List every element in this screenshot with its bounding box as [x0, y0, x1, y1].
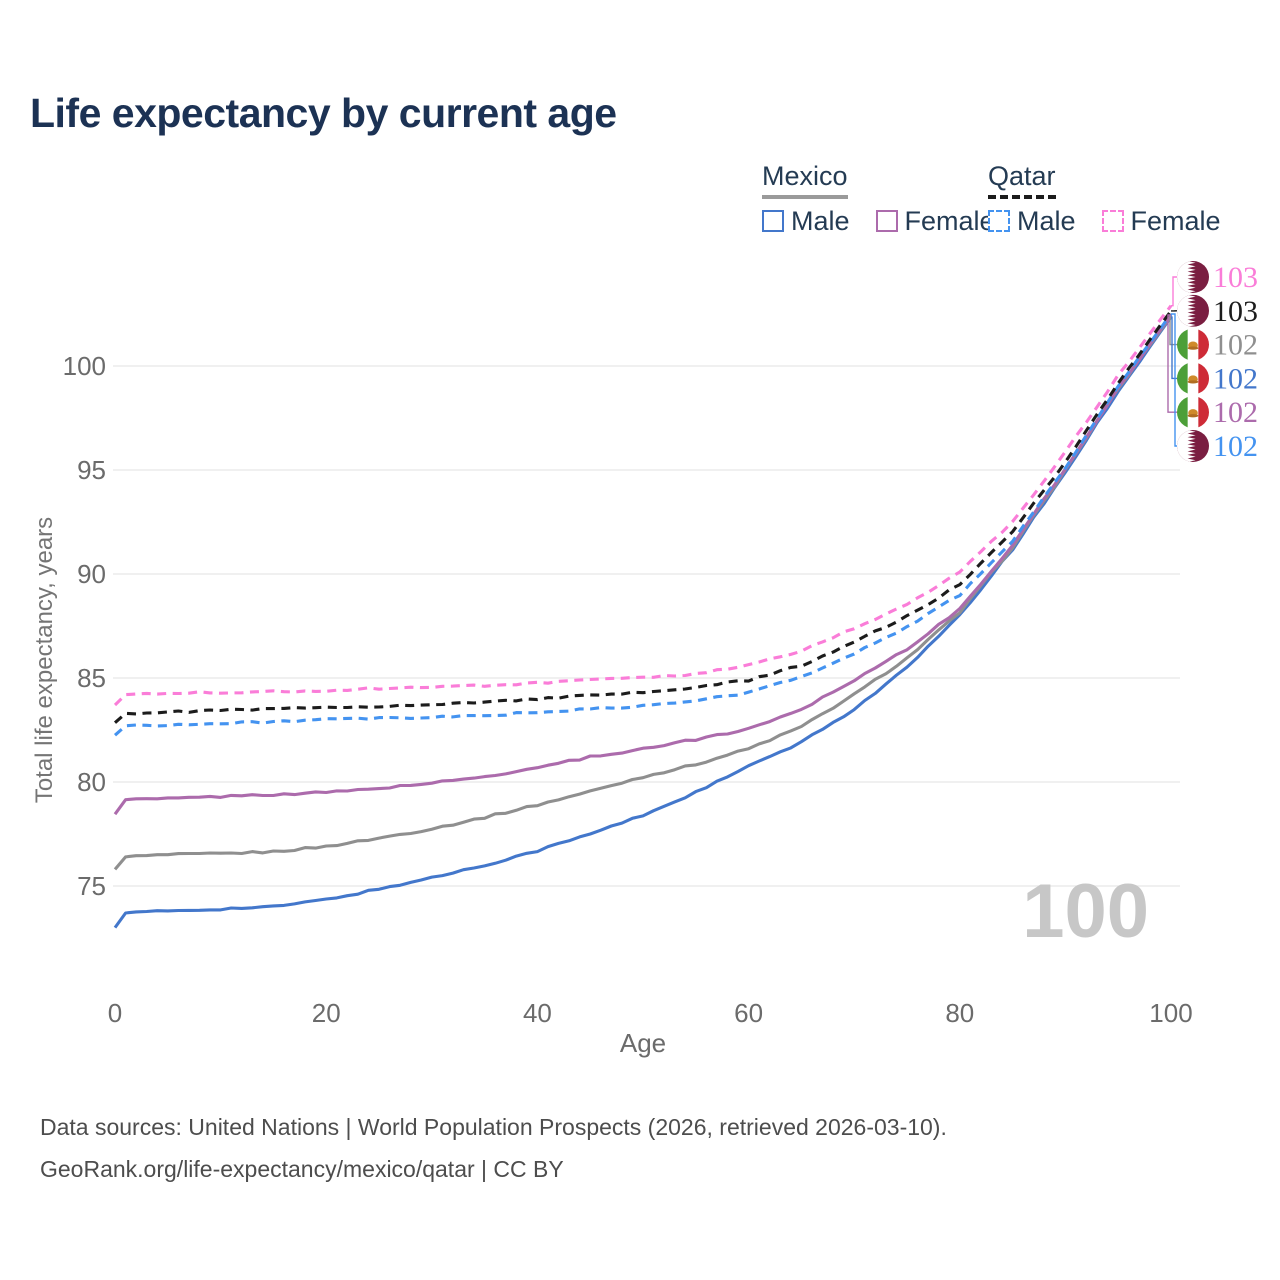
legend-item-label: Female	[1130, 205, 1221, 236]
leader-line-qatar_female	[1171, 276, 1177, 307]
y-tick-85: 85	[77, 663, 106, 693]
x-tick-0: 0	[108, 998, 122, 1028]
leader-line-qatar_male	[1171, 313, 1177, 447]
legend-country-label[interactable]: Qatar	[988, 161, 1056, 199]
end-value-mexico_female: 102	[1213, 396, 1258, 429]
legend-group-qatar: Qatar Male Female	[988, 161, 1247, 236]
series-line-mexico_total	[113, 315, 1173, 871]
legend-swatch	[1101, 210, 1124, 233]
legend-item-qatar-female[interactable]: Female	[1101, 205, 1221, 236]
x-tick-100: 100	[1149, 998, 1192, 1028]
y-tick-75: 75	[77, 871, 106, 901]
qatar-flag-icon	[1177, 430, 1209, 462]
y-tick-90: 90	[77, 559, 106, 589]
series-line-qatar_male	[113, 313, 1173, 737]
y-tick-100: 100	[63, 351, 106, 381]
footer-sources: Data sources: United Nations | World Pop…	[40, 1114, 947, 1140]
legend-item-qatar-male[interactable]: Male	[988, 205, 1076, 236]
mexico-flag-icon	[1177, 328, 1209, 361]
legend-item-mexico-male[interactable]: Male	[762, 205, 850, 236]
series-line-mexico_male	[113, 316, 1173, 929]
footer-attribution: GeoRank.org/life-expectancy/mexico/qatar…	[40, 1156, 564, 1182]
legend-item-label: Female	[904, 205, 995, 236]
footer: Data sources: United Nations | World Pop…	[40, 1106, 947, 1190]
end-value-mexico_male: 102	[1213, 362, 1258, 395]
leader-line-mexico_male	[1171, 316, 1177, 380]
qatar-flag-icon	[1177, 261, 1209, 293]
legend-swatch	[875, 210, 898, 233]
legend-item-mexico-female[interactable]: Female	[875, 205, 995, 236]
end-value-qatar_female: 103	[1213, 261, 1258, 294]
leader-line-mexico_female	[1167, 314, 1177, 413]
x-tick-40: 40	[523, 998, 552, 1028]
series-line-mexico_female	[113, 314, 1173, 816]
legend-swatch	[988, 210, 1010, 233]
qatar-flag-icon	[1177, 294, 1209, 327]
x-tick-60: 60	[734, 998, 763, 1028]
mexico-flag-icon	[1177, 362, 1209, 395]
series-line-qatar_total	[113, 309, 1173, 724]
page-title: Life expectancy by current age	[30, 90, 617, 136]
legend-group-mexico: Mexico Male Female	[762, 161, 1021, 236]
y-tick-95: 95	[77, 455, 106, 485]
x-tick-20: 20	[312, 998, 341, 1028]
legend-item-label: Male	[791, 205, 850, 236]
x-axis-title: Age	[619, 1028, 667, 1058]
series-line-qatar_female	[113, 304, 1173, 707]
legend-item-label: Male	[1017, 205, 1076, 236]
leader-line-mexico_total	[1169, 315, 1177, 346]
y-tick-80: 80	[77, 767, 106, 797]
end-value-mexico_total: 102	[1213, 329, 1258, 362]
mexico-flag-icon	[1177, 396, 1209, 429]
legend-swatch	[762, 210, 784, 233]
legend-country-label[interactable]: Mexico	[762, 161, 848, 199]
age-watermark: 100	[1022, 869, 1149, 954]
end-value-qatar_total: 103	[1213, 295, 1258, 328]
y-axis-title: Total life expectancy, years	[31, 516, 58, 804]
x-tick-80: 80	[945, 998, 974, 1028]
end-value-qatar_male: 102	[1213, 430, 1258, 463]
